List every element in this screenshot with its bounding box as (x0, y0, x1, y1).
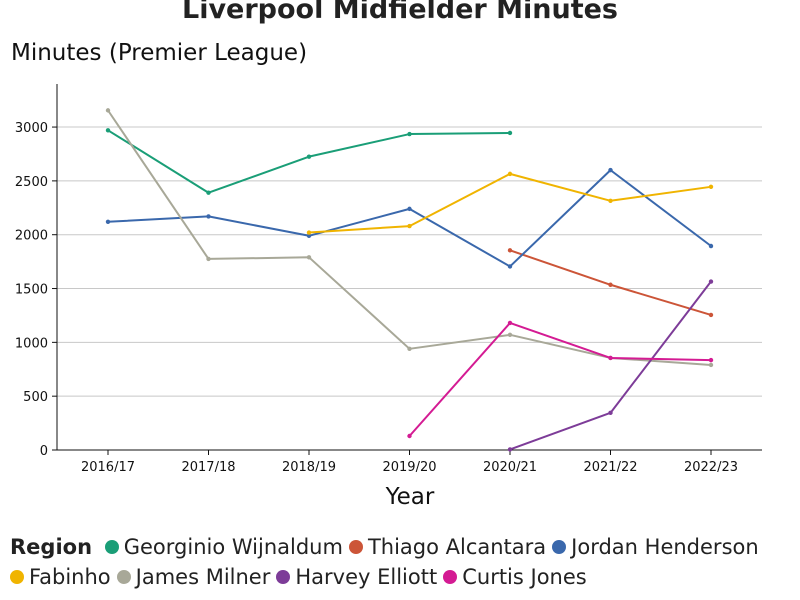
series-line (107, 169, 712, 268)
data-point (708, 279, 714, 284)
data-point (407, 433, 412, 439)
series-georginio-wijnaldum (105, 128, 513, 195)
data-point (708, 184, 714, 190)
series-curtis-jones (407, 320, 714, 439)
data-point (507, 332, 513, 338)
data-point (507, 171, 513, 177)
series-jordan-henderson (105, 167, 714, 269)
data-point (507, 264, 513, 269)
y-tick-label: 2000 (15, 229, 48, 244)
data-point (507, 447, 513, 452)
x-axis-label: Year (385, 484, 435, 510)
data-point (407, 206, 412, 212)
legend-item: Curtis Jones (443, 562, 587, 592)
data-point (608, 167, 613, 173)
data-point (407, 223, 412, 229)
legend-label: Thiago Alcantara (367, 535, 547, 559)
x-tick-label: 2018/19 (282, 460, 336, 475)
data-point (306, 154, 312, 159)
legend-label: Fabinho (29, 565, 111, 589)
gridlines (57, 126, 762, 397)
y-tick-label: 1000 (15, 336, 48, 351)
legend-item: Fabinho (10, 562, 111, 592)
legend-item: James Milner (116, 562, 271, 592)
data-point (306, 255, 312, 260)
series-james-milner (105, 108, 714, 368)
legend-swatch (276, 570, 291, 584)
legend-label: Georginio Wijnaldum (123, 535, 343, 559)
legend-item: Georginio Wijnaldum (104, 532, 343, 562)
data-point (608, 410, 613, 416)
y-axis-label: Minutes (Premier League) (11, 40, 308, 66)
data-point (507, 248, 513, 253)
series-line (308, 172, 712, 234)
legend-item: Thiago Alcantara (348, 532, 547, 562)
y-tick-label: 3000 (15, 121, 48, 136)
x-tick-label: 2020/21 (483, 460, 537, 475)
legend-label: Jordan Henderson (571, 535, 759, 559)
x-tick-label: 2022/23 (684, 460, 738, 475)
legend-swatch (348, 540, 363, 554)
data-point (105, 128, 111, 133)
y-tick-label: 500 (23, 390, 48, 405)
x-tick-label: 2016/17 (81, 460, 135, 475)
legend: Region Georginio Wijnaldum Thiago Alcanta… (10, 532, 790, 592)
legend-label: Curtis Jones (462, 565, 587, 589)
y-tick-label: 1500 (15, 283, 48, 298)
data-point (407, 346, 412, 352)
data-point (608, 282, 613, 287)
series-thiago-alcantara (507, 248, 714, 318)
x-tick-label: 2021/22 (583, 460, 637, 475)
legend-swatch (104, 540, 119, 554)
data-point (105, 108, 111, 113)
y-tick-label: 2500 (15, 175, 48, 190)
x-tick-label: 2017/18 (181, 460, 235, 475)
series-fabinho (306, 171, 714, 235)
series-layer (105, 108, 714, 452)
data-point (306, 230, 312, 235)
data-point (708, 357, 714, 363)
legend-swatch (443, 570, 458, 584)
data-point (507, 320, 513, 326)
legend-swatch (552, 540, 567, 554)
data-point (407, 131, 412, 137)
data-point (306, 233, 312, 238)
legend-swatch (116, 570, 131, 584)
data-point (608, 198, 613, 203)
data-point (708, 243, 714, 249)
legend-label: Harvey Elliott (295, 565, 438, 589)
data-point (708, 312, 714, 318)
data-point (206, 214, 211, 219)
legend-swatch (10, 570, 24, 584)
chart-title: Liverpool Midfielder Minutes (181, 0, 618, 25)
series-line (408, 321, 712, 437)
data-point (206, 256, 211, 262)
data-point (708, 362, 714, 368)
legend-label: James Milner (135, 565, 271, 589)
data-point (507, 130, 513, 136)
series-line (107, 109, 712, 366)
series-line (107, 129, 511, 194)
legend-title: Region (10, 535, 93, 559)
data-point (206, 190, 211, 195)
data-point (608, 355, 613, 361)
legend-item: Harvey Elliott (276, 562, 437, 592)
data-point (105, 219, 111, 224)
axes: 0 500 1000 1500 2000 2500 3000 2016/17 2017/18 20… (15, 84, 762, 475)
x-tick-label: 2019/20 (382, 460, 436, 475)
series-harvey-elliott (507, 279, 714, 452)
y-tick-label: 0 (40, 444, 48, 459)
legend-item: Jordan Henderson (552, 532, 759, 562)
